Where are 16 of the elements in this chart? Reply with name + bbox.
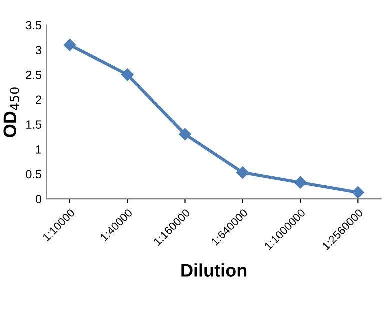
point <box>179 128 192 141</box>
y-tick-label: 3 <box>36 46 42 54</box>
y-axis-title: OD$_{450}$ <box>4 88 20 138</box>
point <box>122 68 134 82</box>
point <box>352 186 364 199</box>
y-tick-label: 1 <box>36 146 42 154</box>
y-tick-label: 2.5 <box>26 70 42 80</box>
x-axis-title: Dilution <box>182 264 247 277</box>
point <box>64 39 76 52</box>
point <box>294 176 307 189</box>
y-tick-label: 1.5 <box>26 120 42 129</box>
y-tick-label: 0 <box>36 195 42 204</box>
y-tick-label: 0.5 <box>26 170 42 179</box>
point <box>236 166 249 179</box>
y-tick-label: 3.5 <box>26 21 42 30</box>
y-tick-label: 2 <box>36 96 42 104</box>
